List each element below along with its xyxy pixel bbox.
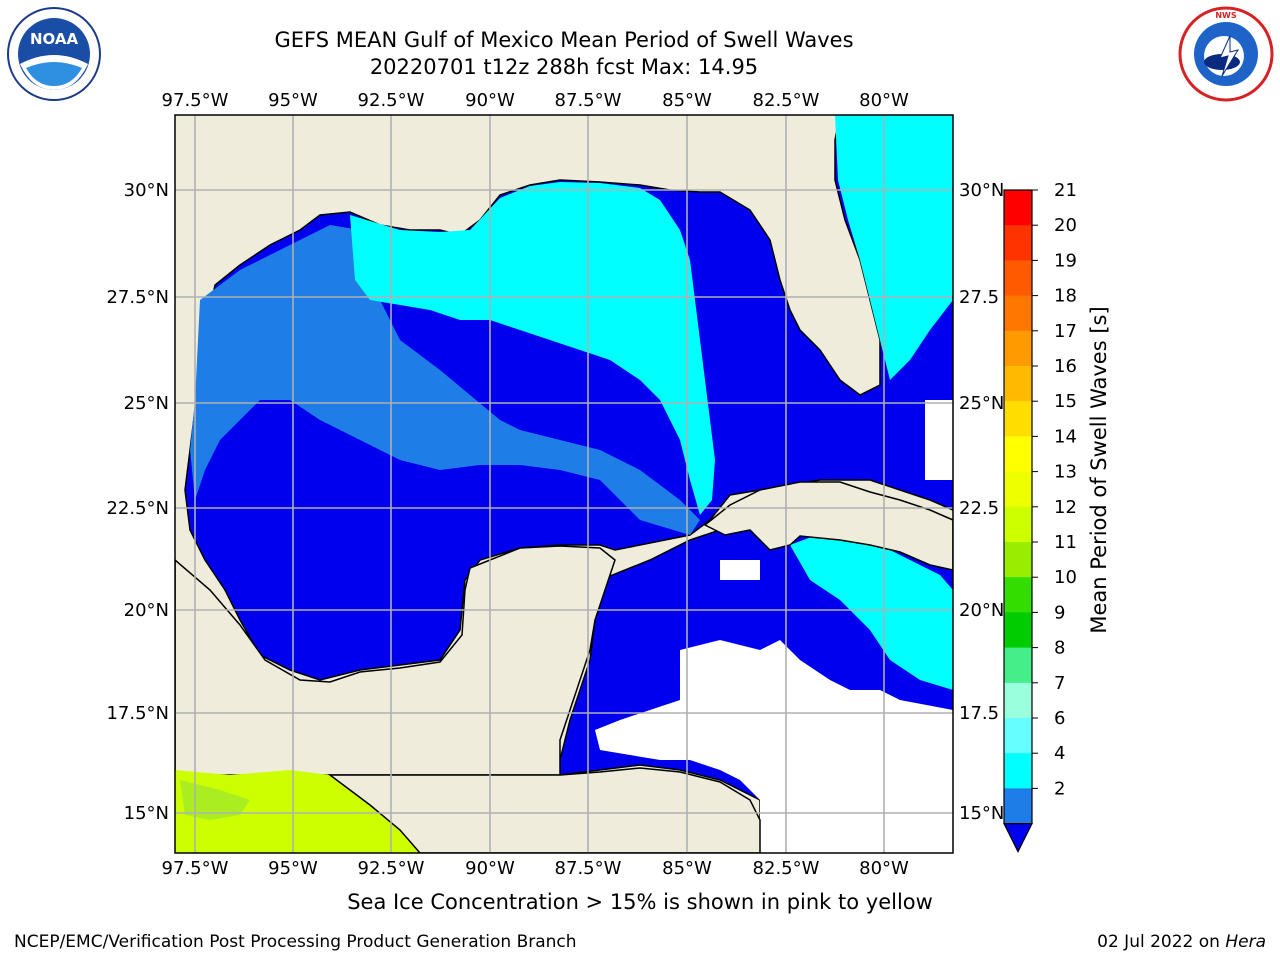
noaa-logo: NOAA <box>6 6 102 106</box>
no-data-patch <box>925 400 953 480</box>
lon-label-bottom: 97.5°W <box>162 858 229 879</box>
colorbar-tick-label: 14 <box>1054 426 1077 447</box>
lat-label-left: 17.5°N <box>106 703 169 724</box>
colorbar-swatch <box>1004 647 1032 684</box>
lat-label-left: 15°N <box>124 803 169 824</box>
svg-text:NWS: NWS <box>1215 11 1237 20</box>
colorbar-swatch <box>1004 260 1032 297</box>
lat-label-right: 25°N <box>959 393 1004 414</box>
colorbar-label: Mean Period of Swell Waves [s] <box>1087 306 1111 633</box>
colorbar-tick-label: 19 <box>1054 250 1077 271</box>
gridlines <box>175 115 953 853</box>
no-data-patch <box>720 560 760 580</box>
svg-text:NOAA: NOAA <box>30 30 79 48</box>
colorbar-swatch <box>1004 330 1032 367</box>
lon-label-bottom: 82.5°W <box>753 858 820 879</box>
lon-label-bottom: 87.5°W <box>555 858 622 879</box>
footer-credit: NCEP/EMC/Verification Post Processing Pr… <box>14 932 577 952</box>
lon-label-top: 80°W <box>859 90 909 111</box>
lon-label-top: 87.5°W <box>555 90 622 111</box>
sea-ice-region-light <box>180 780 250 820</box>
chart-title: GEFS MEAN Gulf of Mexico Mean Period of … <box>274 28 854 52</box>
colorbar-tick-label: 10 <box>1054 567 1077 588</box>
yucatan-land <box>175 545 616 853</box>
footer-date: 02 Jul 2022 on Hera <box>1097 932 1266 952</box>
axis-labels: 97.5°W 97.5°W 95°W 95°W 92.5°W 92.5°W 90°W 90°W… <box>106 90 1004 879</box>
colorbar-swatch <box>1004 788 1032 825</box>
lat-label-right: 15°N <box>959 803 1004 824</box>
colorbar-underflow-arrow <box>1003 823 1033 853</box>
colorbar-swatch <box>1004 401 1032 437</box>
lat-label-left: 30°N <box>124 180 169 201</box>
colorbar-tick-label: 8 <box>1054 638 1065 659</box>
sea-ice-region <box>175 770 420 853</box>
lon-label-top: 85°W <box>662 90 712 111</box>
colorbar-tick-label: 2 <box>1054 778 1065 799</box>
colorbar-tick-label: 21 <box>1054 180 1077 201</box>
colorbar-tick-label: 20 <box>1054 215 1077 236</box>
colorbar-swatch <box>1004 506 1032 543</box>
sea-ice-note: Sea Ice Concentration > 15% is shown in … <box>347 890 933 914</box>
colorbar-tick-label: 12 <box>1054 497 1077 518</box>
colorbar-swatch <box>1004 471 1032 508</box>
footer-host: Hera <box>1225 932 1266 952</box>
colorbar-swatch <box>1004 190 1032 226</box>
lon-label-top: 97.5°W <box>162 90 229 111</box>
colorbar-tick-label: 11 <box>1054 532 1077 553</box>
colorbar-swatch <box>1004 682 1032 719</box>
nws-logo: NWS <box>1178 6 1274 106</box>
colorbar-tick-label: 18 <box>1054 286 1077 307</box>
chart-subtitle: 20220701 t12z 288h fcst Max: 14.95 <box>369 55 759 79</box>
footer-date-text: 02 Jul 2022 on <box>1097 932 1226 952</box>
colorbar-swatch <box>1004 436 1032 473</box>
colorbar-swatch <box>1004 753 1032 789</box>
colorbar-tick-label: 15 <box>1054 391 1077 412</box>
swell-mid-west <box>190 225 700 535</box>
colorbar-swatch <box>1004 718 1032 754</box>
lon-label-top: 92.5°W <box>358 90 425 111</box>
colorbar-tick-label: 6 <box>1054 708 1065 729</box>
colorbar-swatch <box>1004 225 1032 261</box>
colorbar-tick-label: 9 <box>1054 602 1065 623</box>
lat-label-left: 22.5°N <box>106 498 169 519</box>
lon-label-bottom: 85°W <box>662 858 712 879</box>
lat-label-left: 27.5°N <box>106 287 169 308</box>
colorbar-tick-label: 7 <box>1054 673 1065 694</box>
lat-label-left: 25°N <box>124 393 169 414</box>
lat-label-left: 20°N <box>124 600 169 621</box>
cuba-land <box>703 481 953 571</box>
swell-high-north <box>350 182 715 515</box>
colorbar-swatch <box>1004 366 1032 402</box>
lon-label-bottom: 95°W <box>268 858 318 879</box>
lon-label-top: 95°W <box>268 90 318 111</box>
lon-label-bottom: 80°W <box>859 858 909 879</box>
lon-label-top: 90°W <box>465 90 515 111</box>
colorbar-tick-label: 4 <box>1054 743 1065 764</box>
colorbar: 21 20 19 18 17 16 15 14 13 12 11 10 9 8 7 6 4 2 <box>1003 180 1077 853</box>
map-frame <box>174 114 954 854</box>
lat-label-right: 20°N <box>959 600 1004 621</box>
colorbar-swatch <box>1004 542 1032 578</box>
colorbar-swatch <box>1004 612 1032 649</box>
honduras-land <box>327 767 761 853</box>
swell-high-florida <box>835 115 953 380</box>
lat-label-right: 22.5 <box>959 498 999 519</box>
colorbar-tick-label: 16 <box>1054 356 1077 377</box>
colorbar-swatch <box>1004 577 1032 613</box>
colorbar-swatch <box>1004 295 1032 332</box>
colorbar-tick-label: 13 <box>1054 462 1077 483</box>
map-area <box>175 115 953 853</box>
no-data-region <box>595 640 953 853</box>
lon-label-bottom: 92.5°W <box>358 858 425 879</box>
lat-label-right: 17.5 <box>959 703 999 724</box>
lat-label-right: 30°N <box>959 180 1004 201</box>
colorbar-tick-label: 17 <box>1054 321 1077 342</box>
lon-label-bottom: 90°W <box>465 858 515 879</box>
lon-label-top: 82.5°W <box>753 90 820 111</box>
lat-label-right: 27.5 <box>959 287 999 308</box>
